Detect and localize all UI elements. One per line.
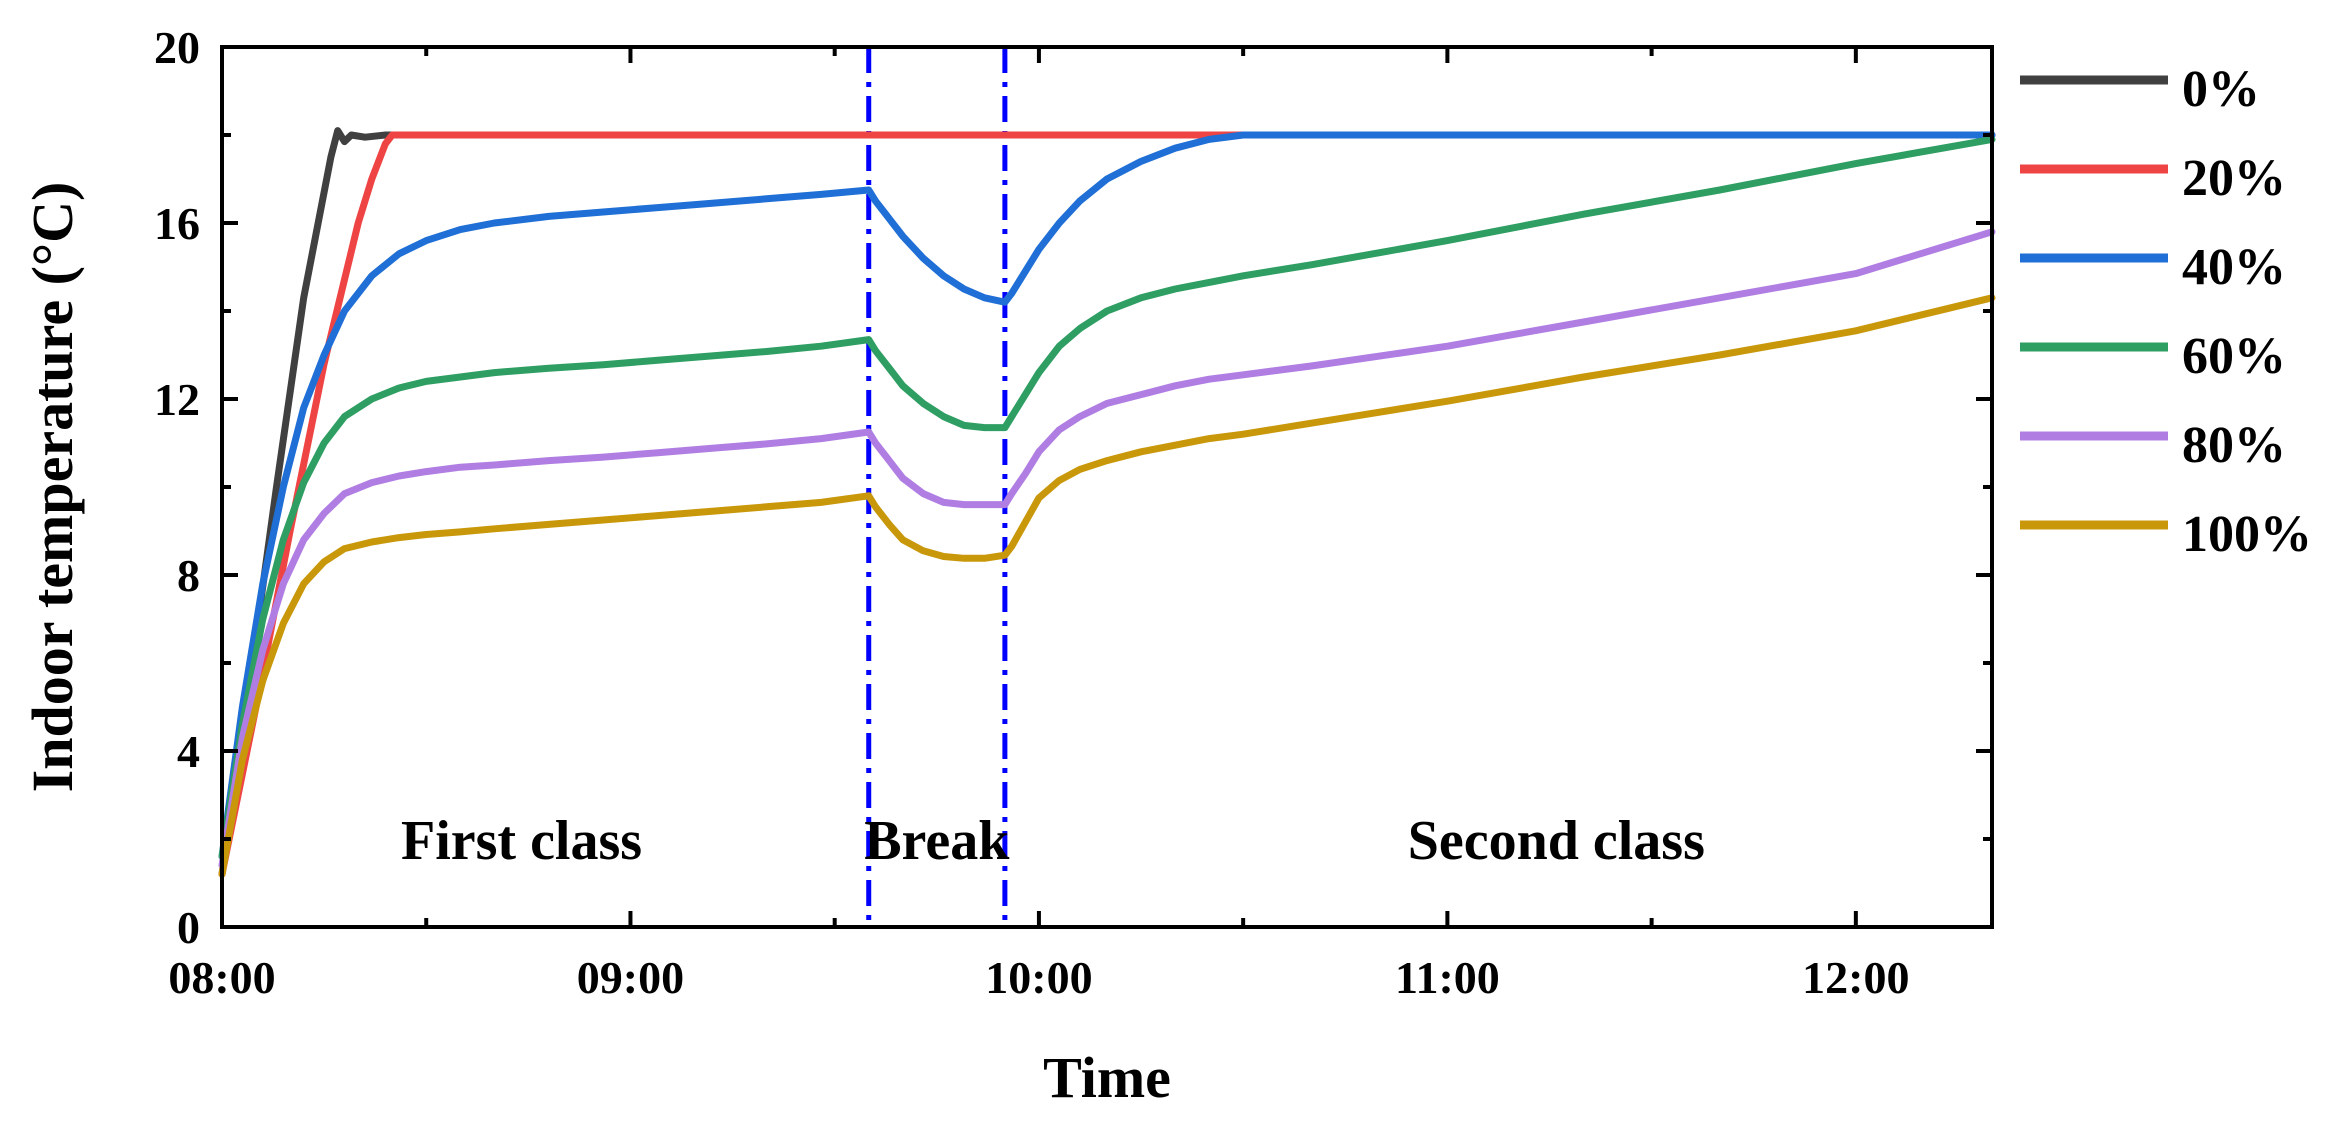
y-tick-label: 16 bbox=[154, 198, 200, 249]
annotation-1: First class bbox=[401, 810, 642, 872]
y-tick-label: 8 bbox=[177, 550, 200, 601]
series-line-40pct bbox=[218, 131, 1996, 861]
y-tick-label: 4 bbox=[177, 726, 200, 777]
x-tick-label: 12:00 bbox=[1802, 952, 1909, 1003]
series-line-20pct bbox=[218, 131, 1996, 878]
legend-label: 40% bbox=[2182, 239, 2286, 296]
x-axis-title: Time bbox=[1043, 1045, 1171, 1110]
x-tick-label: 09:00 bbox=[577, 952, 684, 1003]
y-tick-label: 20 bbox=[154, 22, 200, 73]
x-tick-label: 11:00 bbox=[1395, 952, 1500, 1003]
annotation-2: Break bbox=[864, 810, 1010, 872]
legend-label: 80% bbox=[2182, 417, 2286, 474]
legend-label: 20% bbox=[2182, 150, 2286, 207]
y-tick-label: 12 bbox=[154, 374, 200, 425]
annotation-3: Second class bbox=[1408, 810, 1705, 872]
y-tick-label: 0 bbox=[177, 902, 200, 953]
series-line-100pct bbox=[218, 294, 1996, 878]
series-line-80pct bbox=[218, 228, 1996, 869]
legend-label: 100% bbox=[2182, 506, 2312, 563]
x-axis: 08:00 09:00 10:00 11:00 12:00 bbox=[168, 47, 1910, 1003]
legend-label: 60% bbox=[2182, 328, 2286, 385]
series-lines bbox=[218, 127, 1996, 878]
series-line-60pct bbox=[218, 135, 1996, 861]
phase-annotations: First class Break Second class bbox=[401, 810, 1705, 872]
x-tick-label: 08:00 bbox=[168, 952, 275, 1003]
y-axis: 0 4 8 12 16 20 bbox=[154, 22, 1992, 953]
legend-label: 0% bbox=[2182, 61, 2260, 118]
legend: 0% 20% 40% 60% 80% 100% bbox=[2020, 61, 2312, 563]
x-tick-label: 10:00 bbox=[985, 952, 1092, 1003]
y-axis-title: Indoor temperature (°C) bbox=[20, 182, 85, 793]
